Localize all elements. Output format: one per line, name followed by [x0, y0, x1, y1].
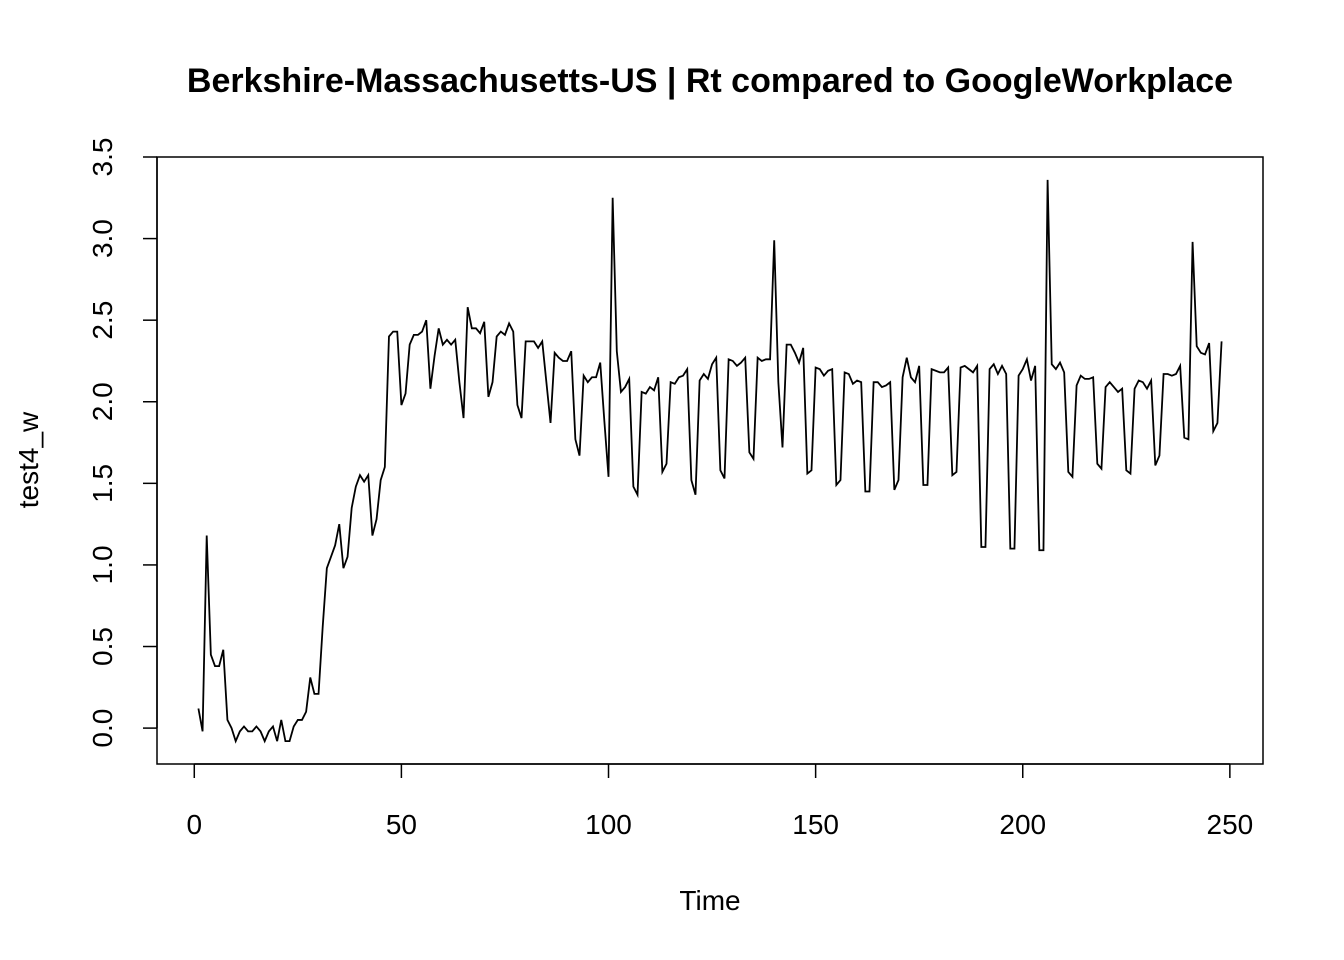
series-layer — [197, 179, 1223, 744]
y-tick-label: 3.5 — [87, 138, 118, 177]
y-tick-label: 0.0 — [87, 709, 118, 748]
x-tick-label: 250 — [1207, 809, 1254, 840]
series-line — [197, 179, 1223, 744]
y-tick-label: 2.0 — [87, 382, 118, 421]
x-tick-label: 100 — [585, 809, 632, 840]
y-tick-label: 1.0 — [87, 545, 118, 584]
y-tick-label: 0.5 — [87, 627, 118, 666]
y-tick-label: 2.5 — [87, 301, 118, 340]
y-axis-label: test4_w — [13, 411, 44, 508]
x-tick-label: 150 — [792, 809, 839, 840]
x-axis: 0 50 100 150 200 250 — [186, 763, 1254, 840]
y-tick-label: 3.0 — [87, 219, 118, 258]
y-axis: 0.0 0.5 1.0 1.5 2.0 2.5 3.0 3.5 — [87, 138, 158, 748]
x-tick-label: 200 — [999, 809, 1046, 840]
x-tick-label: 50 — [386, 809, 417, 840]
x-axis-label: Time — [679, 885, 740, 916]
x-tick-label: 0 — [186, 809, 202, 840]
chart-title: Berkshire-Massachusetts-US | Rt compared… — [187, 62, 1233, 100]
y-tick-label: 1.5 — [87, 464, 118, 503]
